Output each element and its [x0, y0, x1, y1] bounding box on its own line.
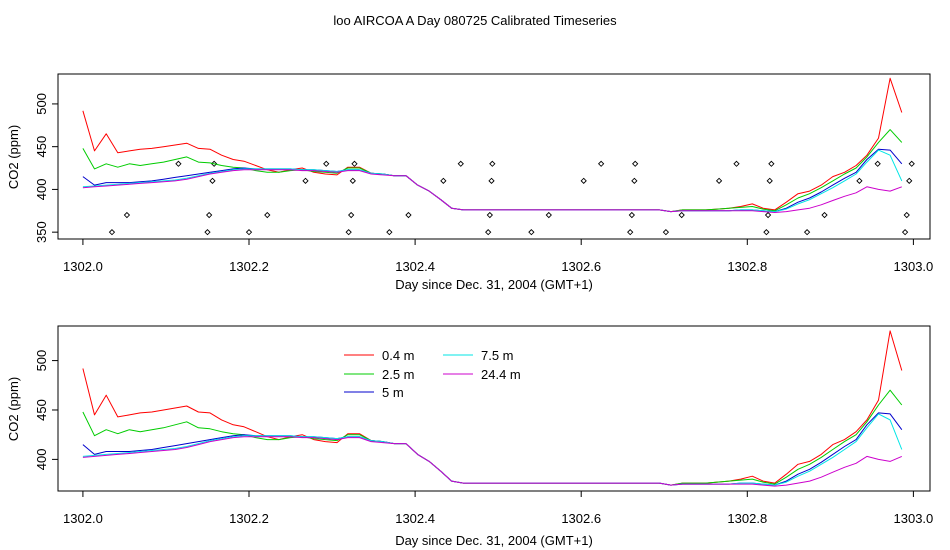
top-x-tick-label: 1303.0 [894, 259, 934, 274]
bottom-panel: 1302.0 1302.2 1302.4 1302.6 1302.8 1303.0 400 4… [6, 325, 933, 548]
top-y-tick-label: 450 [34, 136, 49, 158]
top-x-tick-label: 1302.6 [561, 259, 601, 274]
flag-marker [457, 160, 464, 167]
flag-marker [768, 160, 775, 167]
flag-marker [627, 229, 634, 236]
flag-marker [175, 160, 182, 167]
chart-title: loo AIRCOA A Day 080725 Calibrated Times… [333, 13, 617, 28]
top-x-tick-label: 1302.8 [727, 259, 767, 274]
legend-label: 2.5 m [382, 367, 415, 382]
flag-marker [348, 211, 355, 219]
flag-marker [405, 211, 412, 219]
bottom-y-tick-label: 400 [34, 449, 49, 471]
legend-label: 7.5 m [481, 348, 514, 363]
top-series-24-4-mm-line [82, 169, 902, 213]
flag-marker [766, 177, 773, 185]
top-flag-markers [108, 160, 915, 236]
flag-marker [662, 229, 670, 236]
flag-marker [821, 211, 828, 219]
top-series-7-5-mm-line [82, 149, 903, 213]
flag-marker [264, 211, 271, 219]
bottom-x-tick-label: 1302.0 [63, 511, 103, 526]
flag-marker [803, 229, 811, 236]
flag-marker [210, 160, 218, 167]
top-y-axis-label: CO2 (ppm) [6, 125, 21, 189]
top-series-5-mm-line [82, 148, 903, 213]
top-series-0-4-mm-line [82, 77, 903, 213]
flag-marker [485, 229, 492, 236]
flag-marker [715, 177, 723, 185]
top-y-tick-label: 500 [34, 93, 49, 115]
flag-marker [580, 177, 587, 185]
flag-marker [856, 177, 863, 185]
top-x-tick-label: 1302.4 [395, 259, 435, 274]
bottom-x-tick-label: 1302.4 [395, 511, 435, 526]
bottom-x-tick-label: 1302.2 [229, 511, 269, 526]
flag-marker [628, 211, 635, 219]
bottom-y-axis-label: CO2 (ppm) [6, 377, 21, 441]
flag-marker [903, 211, 910, 219]
bottom-series-lines [82, 330, 903, 487]
top-axes: 1302.0 1302.2 1302.4 1302.6 1302.8 1303.0 350 4… [34, 93, 933, 274]
top-x-tick-label: 1302.0 [63, 259, 103, 274]
top-series-lines [82, 77, 903, 213]
flag-marker [906, 177, 913, 185]
flag-marker [908, 160, 915, 167]
legend-label: 24.4 m [481, 367, 521, 382]
flag-marker [302, 177, 309, 185]
bottom-series-2-5-mm-line [82, 389, 903, 486]
bottom-plot-frame [57, 325, 931, 492]
flag-marker [488, 177, 495, 185]
top-y-tick-label: 350 [34, 221, 49, 243]
flag-marker [631, 177, 638, 185]
flag-marker [678, 211, 685, 219]
flag-marker [733, 160, 740, 167]
flag-marker [528, 229, 535, 236]
bottom-x-axis-label: Day since Dec. 31, 2004 (GMT+1) [395, 533, 593, 548]
top-y-tick-label: 400 [34, 179, 49, 201]
bottom-series-5-mm-line [82, 412, 903, 486]
legend: 0.4 m 2.5 m 5 m 7.5 m 24.4 m [344, 348, 521, 400]
bottom-x-tick-label: 1302.6 [561, 511, 601, 526]
flag-marker [486, 211, 493, 219]
flag-marker [108, 229, 116, 236]
flag-marker [204, 229, 211, 236]
flag-marker [632, 160, 639, 167]
flag-marker [245, 229, 253, 236]
flag-marker [489, 160, 496, 167]
bottom-series-7-5-mm-line [82, 413, 903, 486]
top-x-axis-label: Day since Dec. 31, 2004 (GMT+1) [395, 277, 593, 292]
bottom-x-tick-label: 1303.0 [894, 511, 934, 526]
bottom-y-tick-label: 450 [34, 399, 49, 421]
top-series-2-5-mm-line [82, 129, 903, 213]
flag-marker [386, 229, 393, 236]
legend-label: 0.4 m [382, 348, 415, 363]
flag-marker [209, 177, 216, 185]
top-plot-frame [57, 73, 931, 240]
flag-marker [440, 177, 447, 185]
flag-marker [901, 229, 909, 236]
flag-marker [545, 211, 552, 219]
flag-marker [123, 211, 131, 219]
flag-marker [763, 229, 770, 236]
top-panel: 1302.0 1302.2 1302.4 1302.6 1302.8 1303.0 350 4… [6, 73, 933, 292]
flag-marker [345, 229, 352, 236]
flag-marker [349, 177, 356, 185]
flag-marker [206, 211, 213, 219]
flag-marker [874, 160, 881, 167]
flag-marker [323, 160, 330, 167]
top-x-tick-label: 1302.2 [229, 259, 269, 274]
flag-marker [597, 160, 605, 167]
bottom-axes: 1302.0 1302.2 1302.4 1302.6 1302.8 1303.0 400 4… [34, 350, 933, 526]
bottom-series-24-4-mm-line [82, 436, 902, 487]
bottom-x-tick-label: 1302.8 [727, 511, 767, 526]
flag-marker [351, 160, 358, 167]
flag-marker [764, 211, 772, 219]
legend-label: 5 m [382, 385, 404, 400]
bottom-y-tick-label: 500 [34, 350, 49, 372]
